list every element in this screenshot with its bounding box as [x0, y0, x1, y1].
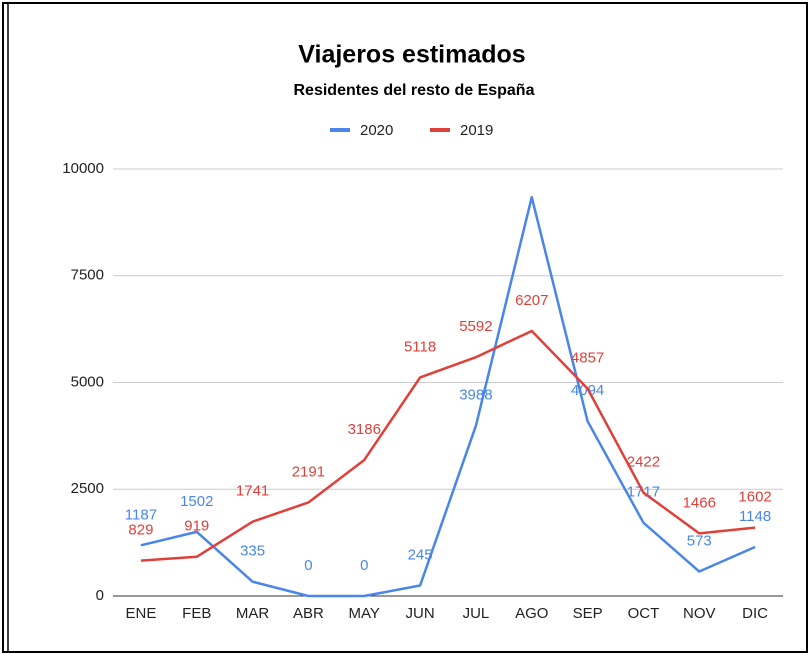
- x-tick-label: AGO: [515, 605, 548, 622]
- y-tick-label: 0: [96, 587, 104, 604]
- data-label: 0: [360, 557, 368, 574]
- legend-label: 2019: [460, 122, 493, 139]
- data-label: 3988: [459, 387, 492, 404]
- x-tick-label: OCT: [628, 605, 660, 622]
- data-label: 573: [687, 533, 712, 550]
- data-label: 6207: [515, 292, 548, 309]
- legend-label: 2020: [360, 122, 393, 139]
- series-line: [140, 195, 756, 598]
- data-label: 1741: [236, 483, 269, 500]
- data-label: 335: [240, 543, 265, 560]
- data-label: 0: [304, 557, 312, 574]
- data-label: 3186: [348, 421, 381, 438]
- data-label: 1466: [683, 494, 716, 511]
- x-tick-label: DIC: [742, 605, 768, 622]
- x-tick-label: NOV: [683, 605, 716, 622]
- x-tick-label: MAY: [349, 605, 380, 622]
- data-label: 2191: [292, 463, 325, 480]
- x-tick-label: SEP: [573, 605, 603, 622]
- y-tick-label: 10000: [62, 160, 104, 177]
- y-tick-label: 7500: [71, 267, 104, 284]
- x-tick-label: FEB: [182, 605, 211, 622]
- x-tick-label: JUN: [405, 605, 434, 622]
- data-label: 919: [184, 518, 209, 535]
- data-label: 829: [128, 522, 153, 539]
- data-label: 2422: [627, 454, 660, 471]
- data-label: 245: [408, 547, 433, 564]
- data-label: 1502: [180, 493, 213, 510]
- data-label: 5592: [459, 318, 492, 335]
- y-tick-label: 5000: [71, 373, 104, 390]
- x-tick-label: ENE: [125, 605, 156, 622]
- data-label: 4857: [571, 350, 604, 367]
- data-label: 1148: [739, 508, 771, 525]
- chart-subtitle: Residentes del resto de España: [294, 82, 535, 99]
- x-tick-label: ABR: [293, 605, 324, 622]
- data-label: 1602: [738, 489, 771, 506]
- data-label: 1187: [125, 506, 157, 523]
- y-tick-label: 2500: [71, 480, 104, 497]
- chart-title: Viajeros estimados: [298, 41, 525, 69]
- series-line: [140, 329, 756, 562]
- x-tick-label: MAR: [236, 605, 270, 622]
- x-tick-label: JUL: [463, 605, 490, 622]
- data-label: 5118: [404, 338, 436, 355]
